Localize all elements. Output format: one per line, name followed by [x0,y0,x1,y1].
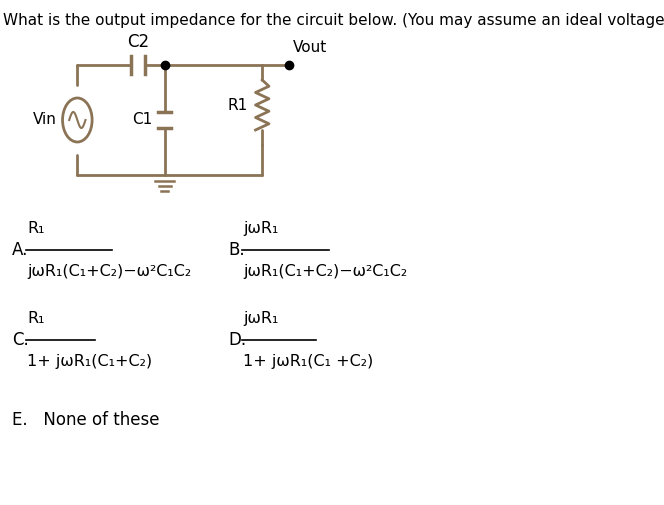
Text: jωR₁(C₁+C₂)−ω²C₁C₂: jωR₁(C₁+C₂)−ω²C₁C₂ [244,264,408,279]
Text: jωR₁(C₁+C₂)−ω²C₁C₂: jωR₁(C₁+C₂)−ω²C₁C₂ [27,264,191,279]
Text: jωR₁: jωR₁ [244,221,279,236]
Text: Vout: Vout [293,40,327,55]
Text: 1+ jωR₁(C₁ +C₂): 1+ jωR₁(C₁ +C₂) [244,354,374,369]
Text: E.   None of these: E. None of these [12,411,159,429]
Text: Vin: Vin [33,113,57,127]
Text: C2: C2 [127,33,149,51]
Text: C1: C1 [132,113,153,127]
Text: A.: A. [12,241,29,259]
Text: R₁: R₁ [27,221,44,236]
Text: B.: B. [228,241,245,259]
Text: D.: D. [228,331,247,349]
Text: jωR₁: jωR₁ [244,311,279,326]
Text: C.: C. [12,331,29,349]
Text: R1: R1 [227,97,248,113]
Text: What is the output impedance for the circuit below. (You may assume an ideal vol: What is the output impedance for the cir… [3,13,664,28]
Text: R₁: R₁ [27,311,44,326]
Text: 1+ jωR₁(C₁+C₂): 1+ jωR₁(C₁+C₂) [27,354,152,369]
